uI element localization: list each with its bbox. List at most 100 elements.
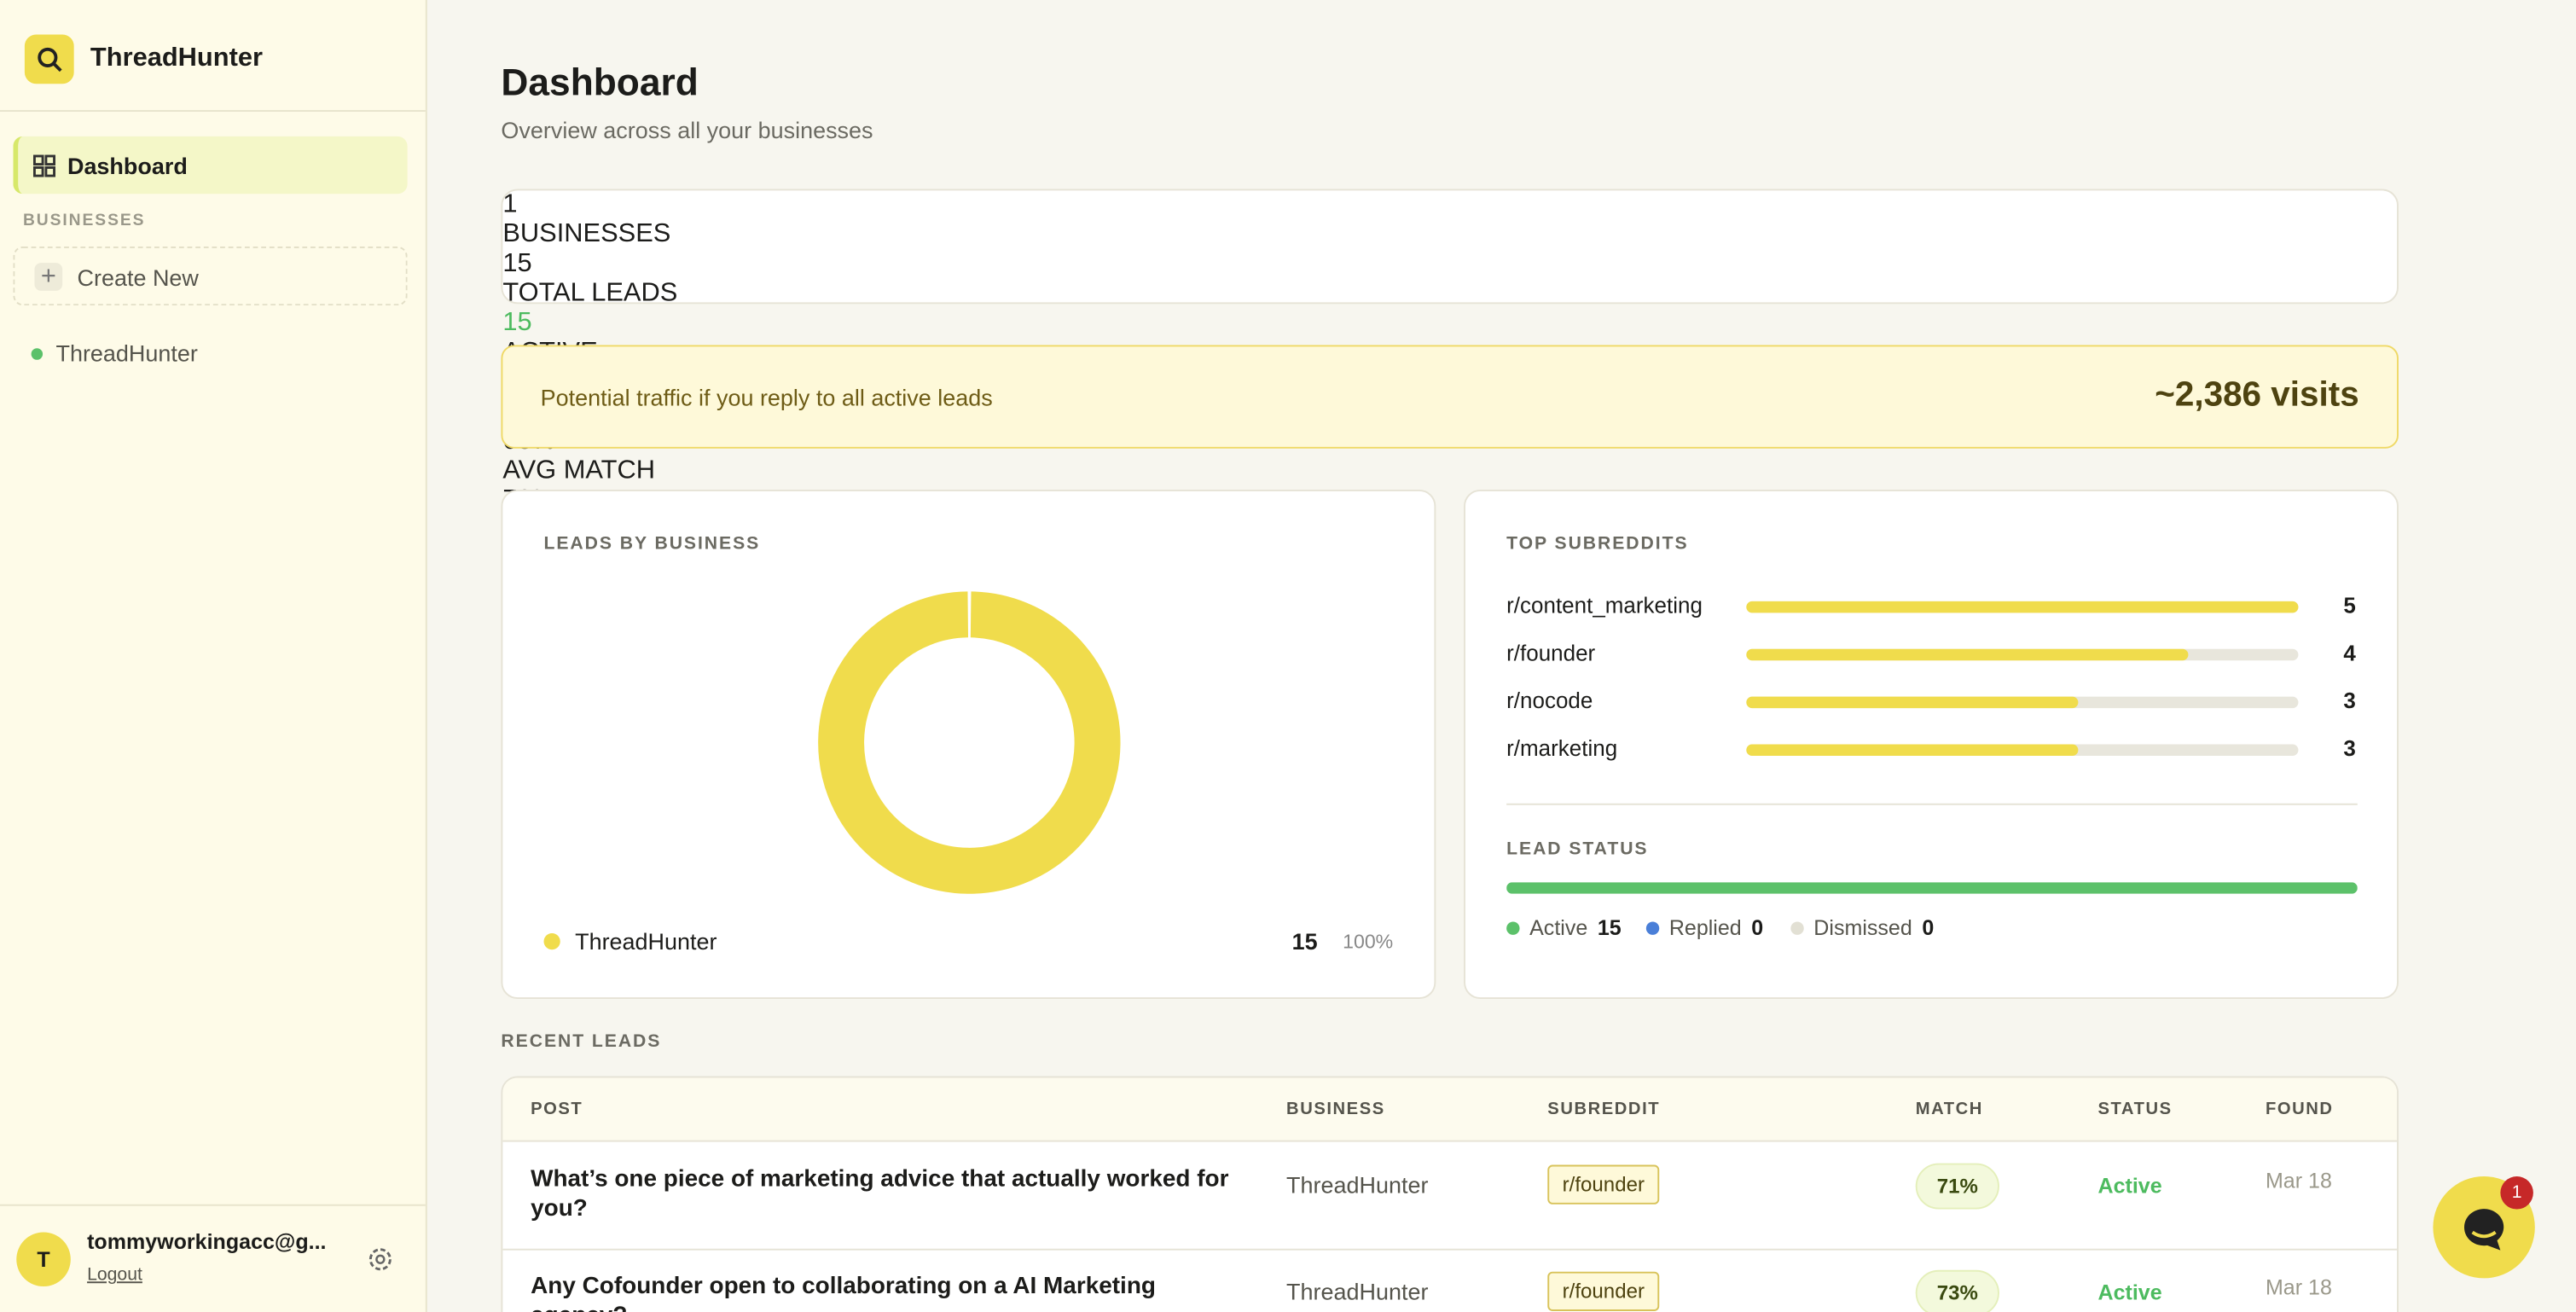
nav-item[interactable]: Dashboard bbox=[13, 136, 408, 194]
card-title: LEAD STATUS bbox=[1506, 839, 1649, 860]
column-header: STATUS bbox=[2097, 1099, 2173, 1119]
nav-label: Dashboard bbox=[67, 153, 188, 179]
logo-icon bbox=[38, 47, 62, 73]
bar-track bbox=[1746, 696, 2299, 709]
subreddit-count: 4 bbox=[2343, 641, 2356, 666]
status: Active bbox=[2097, 1173, 2162, 1199]
legend-percent: 100% bbox=[1343, 930, 1394, 954]
stat: 15 TOTAL LEADS bbox=[502, 250, 706, 309]
stat-number: 1 bbox=[502, 190, 518, 219]
leads-table: POST BUSINESS SUBREDDIT MATCH STATUS FOUND Wha… bbox=[501, 1076, 2399, 1312]
chat-icon bbox=[2463, 1209, 2504, 1251]
stat-number: 15 bbox=[502, 249, 532, 278]
divider bbox=[0, 110, 426, 112]
stat: 1 BUSINESSES bbox=[502, 190, 696, 249]
divider bbox=[0, 1204, 426, 1206]
table-row[interactable]: Any Cofounder open to collaborating on a… bbox=[502, 1249, 2397, 1312]
banner-text: Potential traffic if you reply to all ac… bbox=[540, 384, 993, 411]
create-label: Create New bbox=[77, 264, 199, 291]
legend-name: ThreadHunter bbox=[575, 928, 717, 955]
bar-track bbox=[1746, 648, 2299, 661]
subreddit-tag: r/founder bbox=[1547, 1271, 1660, 1311]
table-row[interactable]: What’s one piece of marketing advice tha… bbox=[502, 1142, 2398, 1251]
match-pill: 71% bbox=[1915, 1163, 2000, 1210]
section-title: RECENT LEADS bbox=[501, 1031, 662, 1052]
logo bbox=[24, 34, 74, 84]
donut-chart bbox=[818, 591, 1121, 894]
stat-value: 15 bbox=[502, 309, 648, 339]
column-header: BUSINESS bbox=[1286, 1099, 1385, 1119]
subreddit-name: r/nocode bbox=[1506, 688, 1593, 713]
business: ThreadHunter bbox=[1286, 1278, 1429, 1305]
status-count: 15 bbox=[1597, 914, 1622, 940]
plus-icon: + bbox=[34, 263, 63, 291]
subreddit-name: r/marketing bbox=[1506, 735, 1618, 761]
banner-value: ~2,386 visits bbox=[2155, 376, 2359, 415]
status-dot bbox=[31, 348, 44, 360]
traffic-banner: Potential traffic if you reply to all ac… bbox=[501, 345, 2399, 449]
settings-icon[interactable] bbox=[366, 1245, 394, 1274]
post-title: Any Cofounder open to collaborating on a… bbox=[531, 1273, 1156, 1312]
business: ThreadHunter bbox=[1286, 1171, 1429, 1199]
status-segment bbox=[1506, 882, 2358, 894]
page-subtitle: Overview across all your businesses bbox=[501, 116, 873, 143]
table-header: POST BUSINESS SUBREDDIT MATCH STATUS FOUND bbox=[502, 1077, 2398, 1142]
status-legend: Dismissed 0 bbox=[1790, 915, 1934, 940]
status-bar bbox=[1506, 882, 2358, 894]
post-title: What’s one piece of marketing advice tha… bbox=[531, 1166, 1229, 1222]
column-header: FOUND bbox=[2265, 1099, 2334, 1119]
bar-track bbox=[1746, 744, 2299, 756]
column-header: MATCH bbox=[1915, 1099, 1983, 1119]
status-count: 0 bbox=[1751, 914, 1764, 940]
leads-by-business-card: LEADS BY BUSINESS ThreadHunter 15 100% bbox=[501, 489, 1436, 1000]
page-title: Dashboard bbox=[501, 61, 699, 104]
bar-track bbox=[1746, 601, 2299, 613]
subreddit-count: 3 bbox=[2343, 735, 2356, 761]
legend-dot bbox=[543, 932, 560, 950]
avatar: T bbox=[16, 1232, 71, 1287]
chat-badge: 1 bbox=[2500, 1176, 2533, 1210]
status: Active bbox=[2097, 1280, 2162, 1305]
bar bbox=[1746, 744, 2078, 756]
stat-value: 15 bbox=[502, 250, 706, 280]
subreddit-count: 5 bbox=[2343, 593, 2356, 618]
subreddit-tag: r/founder bbox=[1547, 1164, 1660, 1205]
match-pill: 73% bbox=[1915, 1269, 2000, 1312]
subreddit-name: r/content_marketing bbox=[1506, 593, 1703, 618]
status-dot bbox=[1645, 921, 1660, 935]
bar bbox=[1746, 601, 2299, 613]
status-dot bbox=[1506, 921, 1520, 935]
status-name: Dismissed bbox=[1813, 914, 1912, 940]
status-dot bbox=[1790, 921, 1804, 935]
create-button[interactable]: + Create New bbox=[13, 246, 408, 306]
stat-value: 1 bbox=[502, 190, 696, 220]
card-title: LEADS BY BUSINESS bbox=[543, 533, 761, 554]
stat-label: BUSINESSES bbox=[502, 220, 671, 248]
logout-link[interactable]: Logout bbox=[87, 1265, 142, 1286]
nav-icon bbox=[33, 154, 56, 177]
found-date: Mar 18 bbox=[2265, 1274, 2332, 1300]
status-name: Active bbox=[1529, 914, 1588, 940]
brand: ThreadHunter bbox=[90, 44, 263, 73]
subreddit-name: r/founder bbox=[1506, 641, 1596, 666]
bar bbox=[1746, 648, 2189, 661]
bar bbox=[1746, 696, 2078, 709]
found-date: Mar 18 bbox=[2265, 1168, 2332, 1193]
user-email: tommyworkingacc@g... bbox=[87, 1228, 327, 1254]
status-legend: Active 15 bbox=[1506, 915, 1622, 940]
divider bbox=[1506, 803, 2358, 805]
subreddit-count: 3 bbox=[2343, 688, 2356, 713]
business-link[interactable]: ThreadHunter bbox=[55, 340, 198, 367]
legend-count: 15 bbox=[1291, 928, 1318, 955]
sidebar: ThreadHunter Dashboard BUSINESSES + Crea… bbox=[0, 0, 427, 1312]
top-subreddits-card: TOP SUBREDDITS LEAD STATUS r/content_mar… bbox=[1464, 489, 2399, 1000]
status-count: 0 bbox=[1922, 914, 1935, 940]
stat-label: TOTAL LEADS bbox=[502, 279, 678, 308]
stat-label: AVG MATCH bbox=[502, 456, 655, 485]
donut-segment bbox=[818, 591, 1121, 894]
column-header: POST bbox=[531, 1099, 583, 1119]
section-label: BUSINESSES bbox=[22, 212, 146, 230]
status-legend: Replied 0 bbox=[1645, 914, 1764, 940]
